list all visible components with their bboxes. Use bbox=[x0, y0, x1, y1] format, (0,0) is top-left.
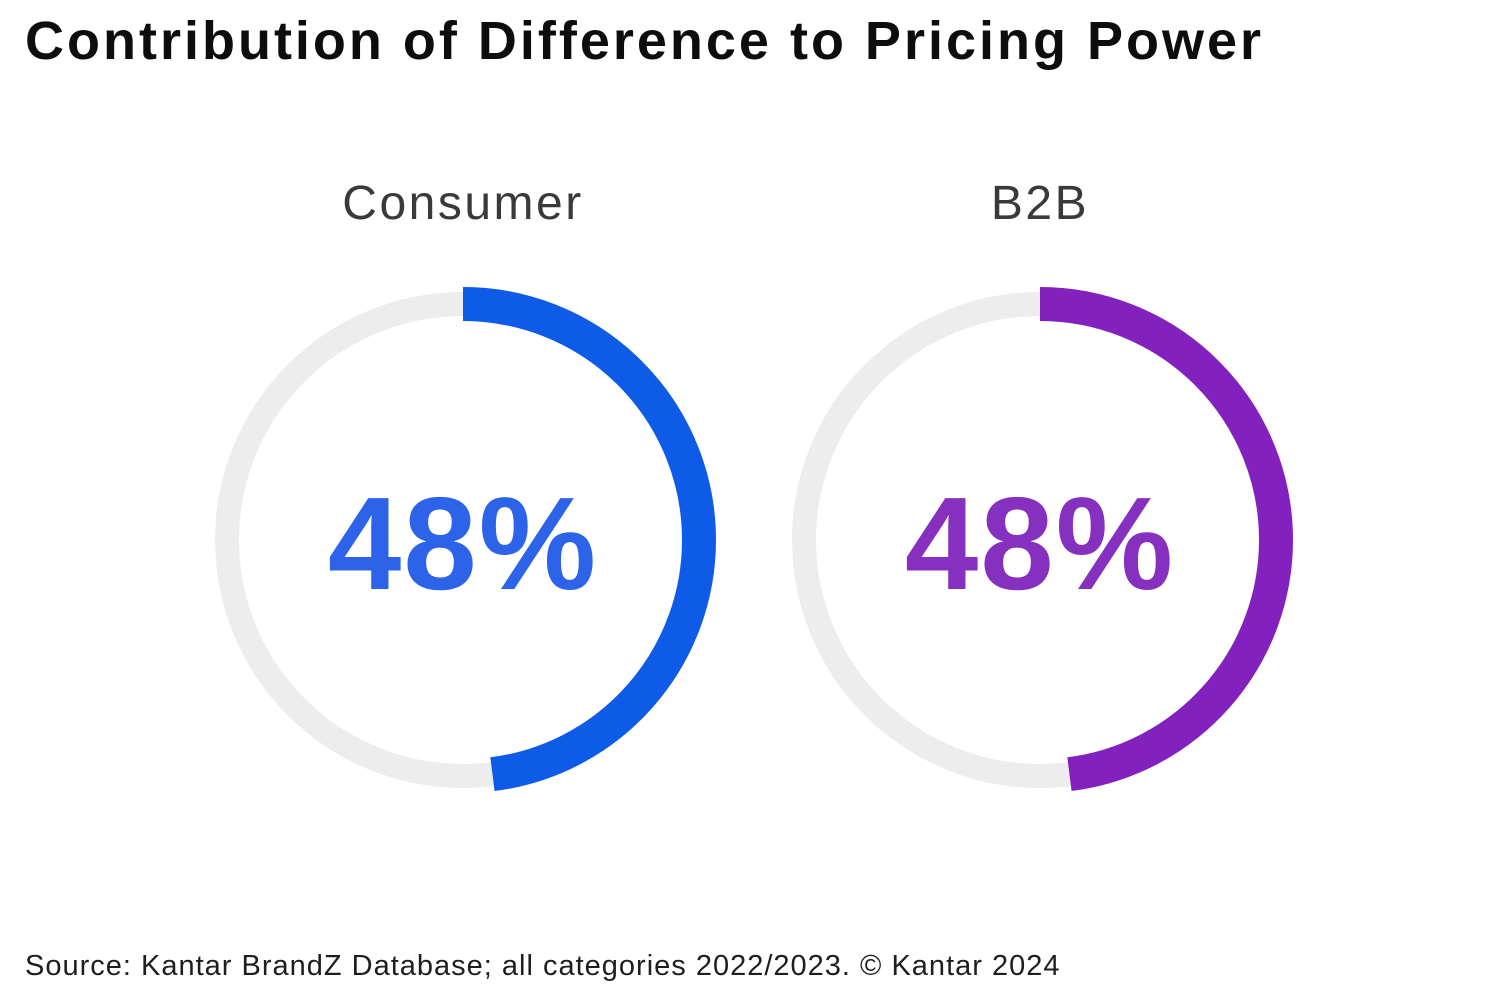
b2b-donut-chart: B2B 48% bbox=[780, 180, 1300, 800]
b2b-category-label: B2B bbox=[990, 177, 1090, 230]
chart-title: Contribution of Difference to Pricing Po… bbox=[25, 11, 1265, 71]
consumer-donut-ring: 48% bbox=[203, 280, 723, 800]
consumer-percentage-value: 48% bbox=[327, 470, 599, 617]
consumer-category-label: Consumer bbox=[342, 177, 584, 230]
b2b-percentage-value: 48% bbox=[904, 470, 1176, 617]
b2b-donut-ring: 48% bbox=[780, 280, 1300, 800]
consumer-donut-chart: Consumer 48% bbox=[203, 180, 723, 800]
b2b-progress-arc bbox=[787, 287, 1293, 793]
source-note: Source: Kantar BrandZ Database; all cate… bbox=[25, 950, 1061, 982]
consumer-progress-arc bbox=[210, 287, 716, 793]
